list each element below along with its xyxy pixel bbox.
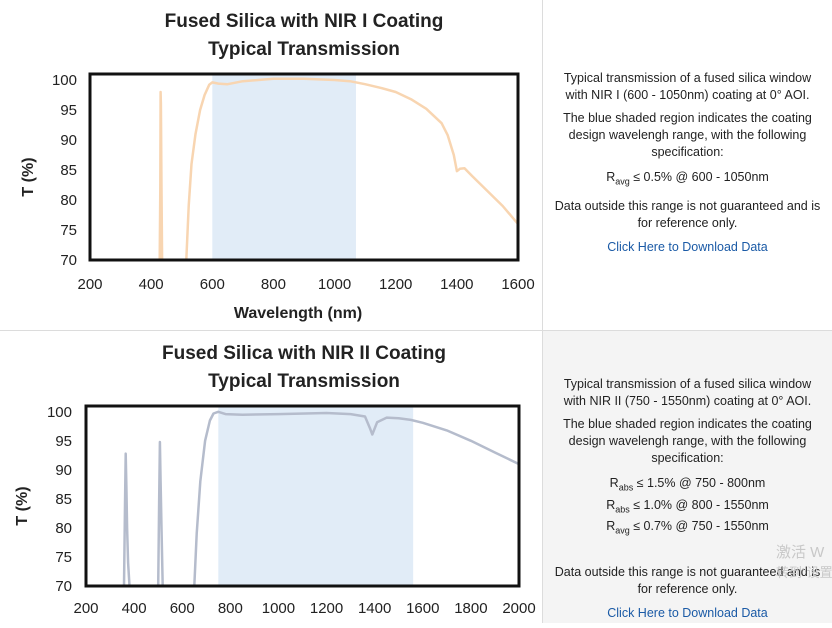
x-tick-label: 400 <box>139 276 164 293</box>
chart-title-line-1: Fused Silica with NIR II Coating <box>162 343 446 364</box>
transmission-series-line <box>122 410 519 586</box>
chart-cell-nir-ii: Fused Silica with NIR II Coating Typical … <box>0 331 542 623</box>
x-tick-label: 2000 <box>502 600 535 617</box>
spec-symbol: R <box>609 476 619 490</box>
x-tick-label: 1400 <box>440 276 473 293</box>
chart-title: Fused Silica with NIR I Coating Typical T… <box>165 11 444 60</box>
x-tick-label: 1000 <box>318 276 351 293</box>
outside-range-note: Data outside this range is not guarantee… <box>554 198 821 230</box>
transmission-series-line <box>158 77 518 260</box>
download-data-link[interactable]: Click Here to Download Data <box>607 239 768 254</box>
transmission-chart-nir-i: Fused Silica with NIR I Coating Typical T… <box>20 11 535 322</box>
spec-symbol: R <box>606 497 616 512</box>
y-tick-label: 80 <box>60 192 77 209</box>
y-tick-label: 100 <box>52 72 77 89</box>
chart-cell-nir-i: Fused Silica with NIR I Coating Typical T… <box>0 0 542 330</box>
y-tick-label: 85 <box>60 162 77 179</box>
chart-title-line-1: Fused Silica with NIR I Coating <box>165 11 444 32</box>
x-tick-label: 400 <box>122 600 147 617</box>
download-data-link[interactable]: Click Here to Download Data <box>607 605 768 620</box>
spec-symbol: R <box>606 170 616 184</box>
y-tick-label: 75 <box>55 549 72 566</box>
spec-subscript: avg <box>615 176 630 187</box>
info-panel-nir-ii: Typical transmission of a fused silica w… <box>542 331 832 623</box>
spec-subscript: avg <box>615 525 630 536</box>
shading-note: The blue shaded region indicates the coa… <box>563 417 812 465</box>
x-tick-label: 200 <box>77 276 102 293</box>
chart-title-line-2: Typical Transmission <box>208 371 400 392</box>
info-panel-nir-i: Typical transmission of a fused silica w… <box>542 0 832 330</box>
x-tick-label: 1600 <box>406 600 439 617</box>
x-tick-label: 200 <box>73 600 98 617</box>
spec-list: Ravg ≤ 0.5% @ 600 - 1050nm <box>543 169 832 191</box>
y-tick-label: 90 <box>55 462 72 479</box>
spec-value: ≤ 0.7% @ 750 - 1550nm <box>629 519 769 533</box>
y-tick-label: 85 <box>55 491 72 508</box>
plot-frame <box>84 404 521 588</box>
spec-subscript: abs <box>615 504 630 514</box>
spec-line: Rabs ≤ 1.0% @ 800 - 1550nm <box>543 497 832 519</box>
y-tick-label: 75 <box>60 222 77 239</box>
y-axis-title: T (%) <box>20 157 37 196</box>
y-tick-label: 70 <box>60 252 77 269</box>
product-row-nir-i: Fused Silica with NIR I Coating Typical T… <box>0 0 832 331</box>
y-axis-title: T (%) <box>14 486 31 525</box>
coating-design-range-shade <box>218 406 414 586</box>
x-tick-label: 1000 <box>262 600 295 617</box>
y-tick-label: 95 <box>55 433 72 450</box>
x-axis-title: Wavelength (nm) <box>234 305 362 322</box>
y-tick-label: 100 <box>47 404 72 421</box>
y-tick-label: 80 <box>55 520 72 537</box>
x-tick-label: 1400 <box>358 600 391 617</box>
spec-list: Rabs ≤ 1.5% @ 750 - 800nm Rabs ≤ 1.0% @ 8… <box>543 475 832 540</box>
y-tick-label: 70 <box>55 578 72 595</box>
x-tick-label: 1600 <box>501 276 534 293</box>
spec-line: Ravg ≤ 0.7% @ 750 - 1550nm <box>543 518 832 540</box>
x-tick-label: 600 <box>170 600 195 617</box>
spec-value: ≤ 0.5% @ 600 - 1050nm <box>629 170 769 184</box>
chart-title: Fused Silica with NIR II Coating Typical … <box>162 343 446 392</box>
plot-frame <box>88 72 520 262</box>
x-tick-label: 800 <box>218 600 243 617</box>
product-row-nir-ii: Fused Silica with NIR II Coating Typical … <box>0 331 832 623</box>
chart-title-line-2: Typical Transmission <box>208 39 400 60</box>
coating-design-range-shade <box>212 74 356 260</box>
spec-subscript: abs <box>618 482 634 493</box>
x-tick-label: 1200 <box>379 276 412 293</box>
outside-range-note: Data outside this range is not guarantee… <box>554 564 821 596</box>
x-tick-label: 1200 <box>310 600 343 617</box>
x-tick-label: 800 <box>261 276 286 293</box>
spec-value: ≤ 1.0% @ 800 - 1550nm <box>629 497 769 512</box>
transmission-chart-nir-ii: Fused Silica with NIR II Coating Typical … <box>14 343 536 617</box>
spec-symbol: R <box>606 519 616 533</box>
description-text: Typical transmission of a fused silica w… <box>563 71 812 102</box>
x-tick-label: 1800 <box>454 600 487 617</box>
x-tick-label: 600 <box>200 276 225 293</box>
spec-line: Ravg ≤ 0.5% @ 600 - 1050nm <box>543 169 832 191</box>
description-text: Typical transmission of a fused silica w… <box>563 377 812 408</box>
spec-value: ≤ 1.5% @ 750 - 800nm <box>633 476 766 490</box>
y-tick-label: 90 <box>60 132 77 149</box>
shading-note: The blue shaded region indicates the coa… <box>563 111 812 159</box>
spec-line: Rabs ≤ 1.5% @ 750 - 800nm <box>543 475 832 497</box>
y-tick-label: 95 <box>60 102 77 119</box>
